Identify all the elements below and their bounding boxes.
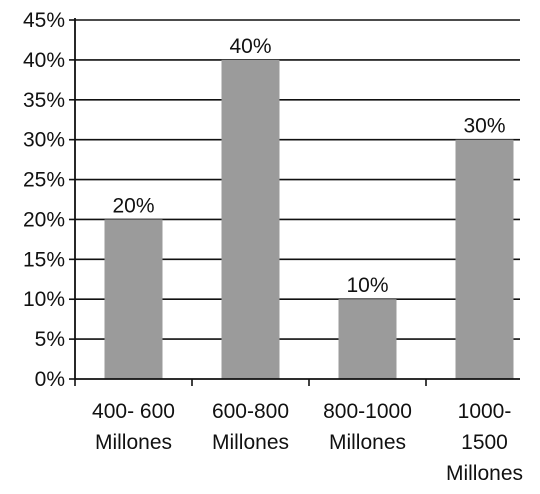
data-label-0: 20% [112,194,154,217]
y-tick-label: 40% [23,49,65,72]
bar-0 [104,219,163,379]
bar-1 [221,59,280,380]
y-tick-label: 45% [23,9,65,32]
y-tick-label: 20% [23,208,65,231]
x-tick-label-2: Millones [329,431,406,454]
x-tick-label-3: 1500 [461,431,508,454]
bars [104,59,514,380]
data-label-2: 10% [346,274,388,297]
bar-2 [338,299,397,379]
y-tick-labels: 0% 5% 10% 15% 20% 25% 30% 35% 40% 45% [23,9,65,391]
data-labels: 20% 40% 10% 30% [112,35,505,297]
y-tick-label: 25% [23,169,65,192]
x-tick-label-2: 800-1000 [323,400,412,423]
y-tick-label: 10% [23,288,65,311]
x-tick-labels: 400- 600 Millones 600-800 Millones 800-1000 M… [92,400,523,485]
y-tick-label: 0% [35,368,65,391]
x-tick-label-1: Millones [212,431,289,454]
data-label-1: 40% [229,35,271,58]
axes [69,18,520,386]
y-tick-label: 15% [23,248,65,271]
x-tick-label-3: Millones [446,462,523,485]
y-tick-label: 35% [23,89,65,112]
x-tick-label-3: 1000- [458,400,512,423]
x-tick-label-0: 400- 600 [92,400,175,423]
x-tick-label-1: 600-800 [212,400,289,423]
y-tick-label: 5% [35,328,65,351]
x-tick-label-0: Millones [95,431,172,454]
data-label-3: 30% [463,115,505,138]
y-tick-label: 30% [23,129,65,152]
bar-3 [455,139,514,379]
